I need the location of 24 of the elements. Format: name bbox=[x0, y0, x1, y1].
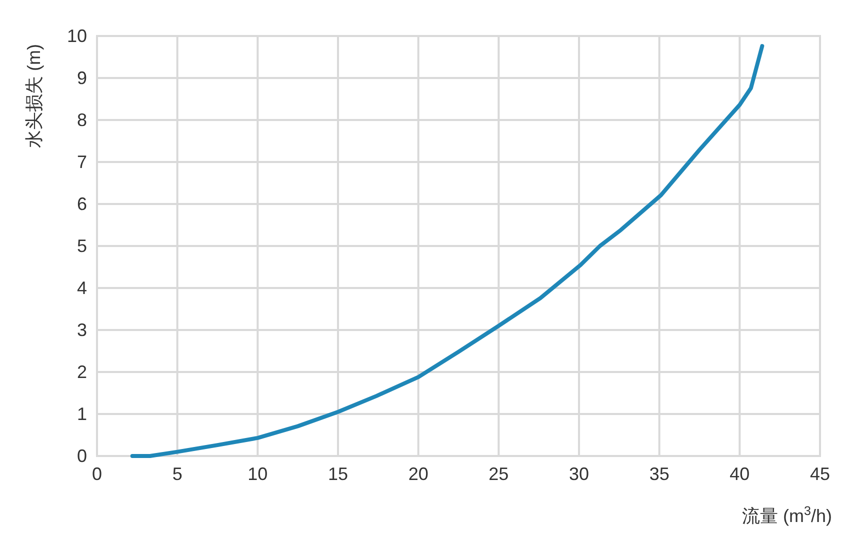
y-tick-label: 5 bbox=[76, 236, 87, 256]
x-tick-label: 5 bbox=[172, 464, 182, 484]
y-tick-label: 9 bbox=[76, 68, 87, 88]
line-series bbox=[130, 44, 764, 458]
x-tick-label: 0 bbox=[92, 464, 102, 484]
x-tick-label: 30 bbox=[568, 464, 590, 484]
x-tick-label: 45 bbox=[810, 464, 830, 484]
y-tick-label: 3 bbox=[76, 320, 87, 340]
y-tick-label: 8 bbox=[76, 110, 87, 130]
x-tick-label: 40 bbox=[730, 464, 750, 484]
y-tick-label: 0 bbox=[76, 446, 87, 466]
x-tick-label: 35 bbox=[649, 464, 670, 484]
x-axis-title: 流量 (m$^{3}$/h) bbox=[742, 504, 832, 526]
y-tick-label: 10 bbox=[66, 26, 87, 46]
y-tick-label: 4 bbox=[76, 278, 87, 298]
y-tick-label: 2 bbox=[76, 362, 87, 382]
x-tick-label: 25 bbox=[488, 464, 509, 484]
x-tick-label: 15 bbox=[328, 464, 348, 484]
y-tick-label: 7 bbox=[76, 152, 87, 172]
y-tick-label: 1 bbox=[76, 404, 87, 424]
y-axis-title: 水头损失 (m) bbox=[24, 44, 44, 148]
y-tick-label: 6 bbox=[76, 194, 87, 214]
x-tick-label: 10 bbox=[248, 464, 268, 484]
x-tick-label: 20 bbox=[408, 464, 428, 484]
